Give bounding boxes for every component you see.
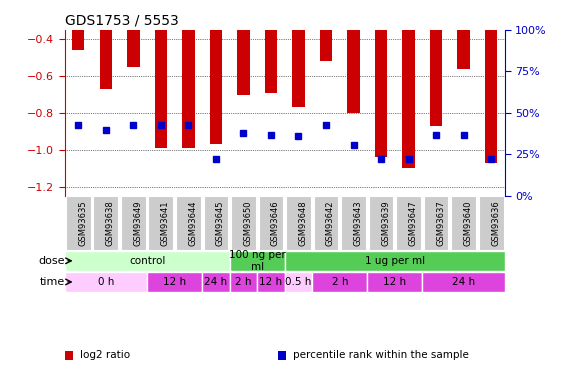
- Bar: [127, 30, 140, 67]
- Text: GSM93639: GSM93639: [381, 200, 390, 246]
- FancyBboxPatch shape: [66, 196, 91, 250]
- FancyBboxPatch shape: [314, 196, 338, 250]
- Text: 24 h: 24 h: [204, 277, 227, 287]
- Text: GSM93636: GSM93636: [491, 200, 500, 246]
- Text: 2 h: 2 h: [332, 277, 348, 287]
- Text: GSM93643: GSM93643: [353, 200, 362, 246]
- FancyBboxPatch shape: [285, 251, 505, 271]
- Text: GSM93635: GSM93635: [79, 200, 88, 246]
- Bar: [237, 30, 250, 94]
- Text: 2 h: 2 h: [235, 277, 252, 287]
- Text: GSM93647: GSM93647: [408, 200, 417, 246]
- FancyBboxPatch shape: [231, 196, 256, 250]
- Text: GDS1753 / 5553: GDS1753 / 5553: [65, 13, 178, 27]
- Text: GSM93640: GSM93640: [463, 200, 472, 246]
- Text: GSM93642: GSM93642: [326, 200, 335, 246]
- Text: control: control: [129, 256, 165, 266]
- FancyBboxPatch shape: [367, 272, 422, 292]
- Text: 0 h: 0 h: [98, 277, 114, 287]
- Text: GSM93646: GSM93646: [271, 200, 280, 246]
- FancyBboxPatch shape: [285, 272, 312, 292]
- Text: 12 h: 12 h: [163, 277, 186, 287]
- Text: GSM93637: GSM93637: [436, 200, 445, 246]
- FancyBboxPatch shape: [396, 196, 421, 250]
- FancyBboxPatch shape: [94, 196, 118, 250]
- FancyBboxPatch shape: [121, 196, 146, 250]
- FancyBboxPatch shape: [202, 272, 229, 292]
- Text: time: time: [39, 277, 65, 287]
- FancyBboxPatch shape: [424, 196, 448, 250]
- FancyBboxPatch shape: [341, 196, 366, 250]
- Bar: [210, 30, 222, 144]
- Bar: [430, 30, 442, 126]
- Text: log2 ratio: log2 ratio: [80, 350, 130, 360]
- Text: percentile rank within the sample: percentile rank within the sample: [293, 350, 469, 360]
- FancyBboxPatch shape: [149, 196, 173, 250]
- Text: GSM93641: GSM93641: [161, 200, 170, 246]
- Bar: [320, 30, 332, 62]
- FancyBboxPatch shape: [479, 196, 504, 250]
- FancyBboxPatch shape: [369, 196, 393, 250]
- FancyBboxPatch shape: [229, 251, 285, 271]
- FancyBboxPatch shape: [259, 196, 283, 250]
- FancyBboxPatch shape: [147, 272, 202, 292]
- Text: GSM93645: GSM93645: [216, 200, 225, 246]
- Text: 1 ug per ml: 1 ug per ml: [365, 256, 425, 266]
- Text: 100 ng per
ml: 100 ng per ml: [229, 250, 286, 272]
- Bar: [375, 30, 387, 157]
- Text: GSM93638: GSM93638: [106, 200, 115, 246]
- Text: dose: dose: [38, 256, 65, 266]
- Text: GSM93649: GSM93649: [134, 200, 142, 246]
- FancyBboxPatch shape: [176, 196, 201, 250]
- FancyBboxPatch shape: [422, 272, 505, 292]
- Bar: [292, 30, 305, 108]
- FancyBboxPatch shape: [286, 196, 311, 250]
- FancyBboxPatch shape: [65, 251, 229, 271]
- Bar: [265, 30, 277, 93]
- Bar: [100, 30, 112, 89]
- Text: 12 h: 12 h: [383, 277, 406, 287]
- Text: 0.5 h: 0.5 h: [286, 277, 312, 287]
- FancyBboxPatch shape: [451, 196, 476, 250]
- Text: 24 h: 24 h: [452, 277, 475, 287]
- Bar: [402, 30, 415, 168]
- Bar: [182, 30, 195, 148]
- Text: GSM93650: GSM93650: [243, 200, 252, 246]
- FancyBboxPatch shape: [204, 196, 228, 250]
- Bar: [72, 30, 85, 50]
- Bar: [347, 30, 360, 113]
- Bar: [485, 30, 498, 163]
- FancyBboxPatch shape: [65, 272, 147, 292]
- FancyBboxPatch shape: [257, 272, 285, 292]
- Text: 12 h: 12 h: [259, 277, 283, 287]
- Text: GSM93644: GSM93644: [188, 200, 197, 246]
- Bar: [155, 30, 167, 148]
- Text: GSM93648: GSM93648: [298, 200, 307, 246]
- FancyBboxPatch shape: [229, 272, 257, 292]
- FancyBboxPatch shape: [312, 272, 367, 292]
- Bar: [457, 30, 470, 69]
